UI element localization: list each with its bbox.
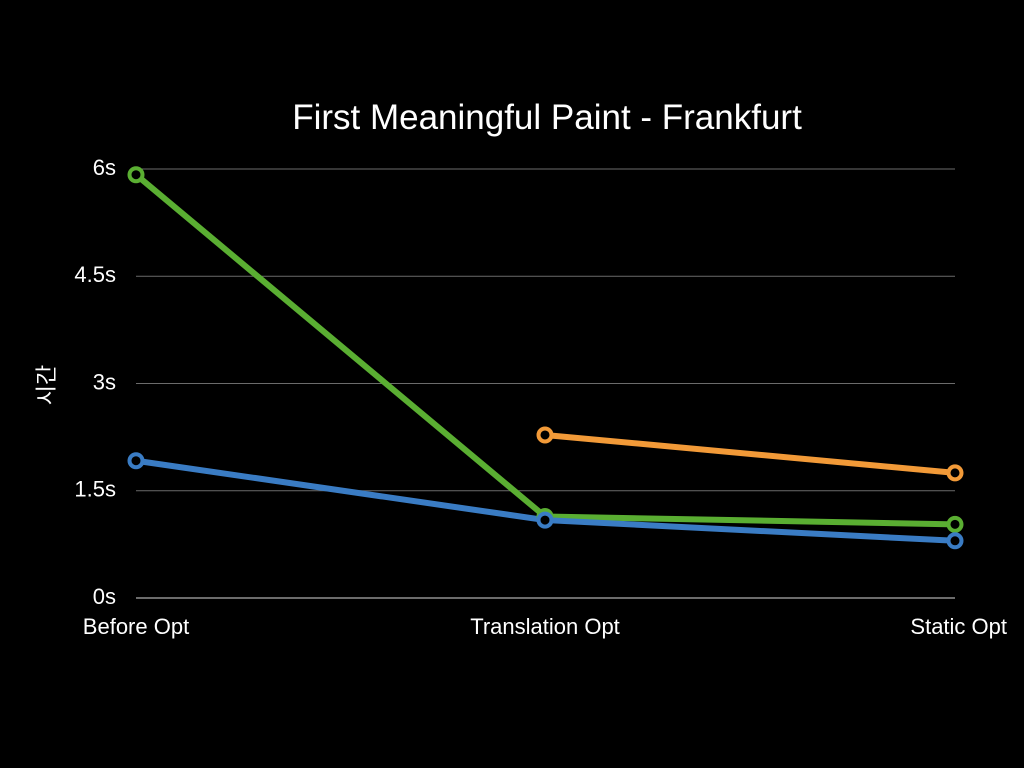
y-tick-label: 1.5s <box>74 477 116 502</box>
gridlines <box>136 168 955 599</box>
data-point <box>946 464 964 482</box>
chart-title: First Meaningful Paint - Frankfurt <box>292 98 802 137</box>
data-point <box>127 166 145 184</box>
y-tick-label: 6s <box>93 155 116 180</box>
x-tick-label: Static Opt <box>910 614 1007 639</box>
data-point <box>127 452 145 470</box>
y-axis-label: 시간 <box>35 365 60 405</box>
series-lines <box>127 166 964 550</box>
series-line <box>133 171 958 528</box>
series-line <box>542 431 958 476</box>
y-tick-label: 4.5s <box>74 262 116 287</box>
series-line <box>133 457 958 544</box>
y-tick-label: 0s <box>93 584 116 609</box>
y-tick-label: 3s <box>93 369 116 394</box>
data-point <box>536 511 554 529</box>
data-point <box>536 426 554 444</box>
data-point <box>946 532 964 550</box>
data-point <box>946 515 964 533</box>
x-tick-label: Translation Opt <box>470 614 620 639</box>
y-tick-labels: 0s 1.5s 3s 4.5s 6s <box>74 155 116 609</box>
x-tick-label: Before Opt <box>83 614 189 639</box>
x-tick-labels: Before Opt Translation Opt Static Opt <box>83 614 1007 639</box>
